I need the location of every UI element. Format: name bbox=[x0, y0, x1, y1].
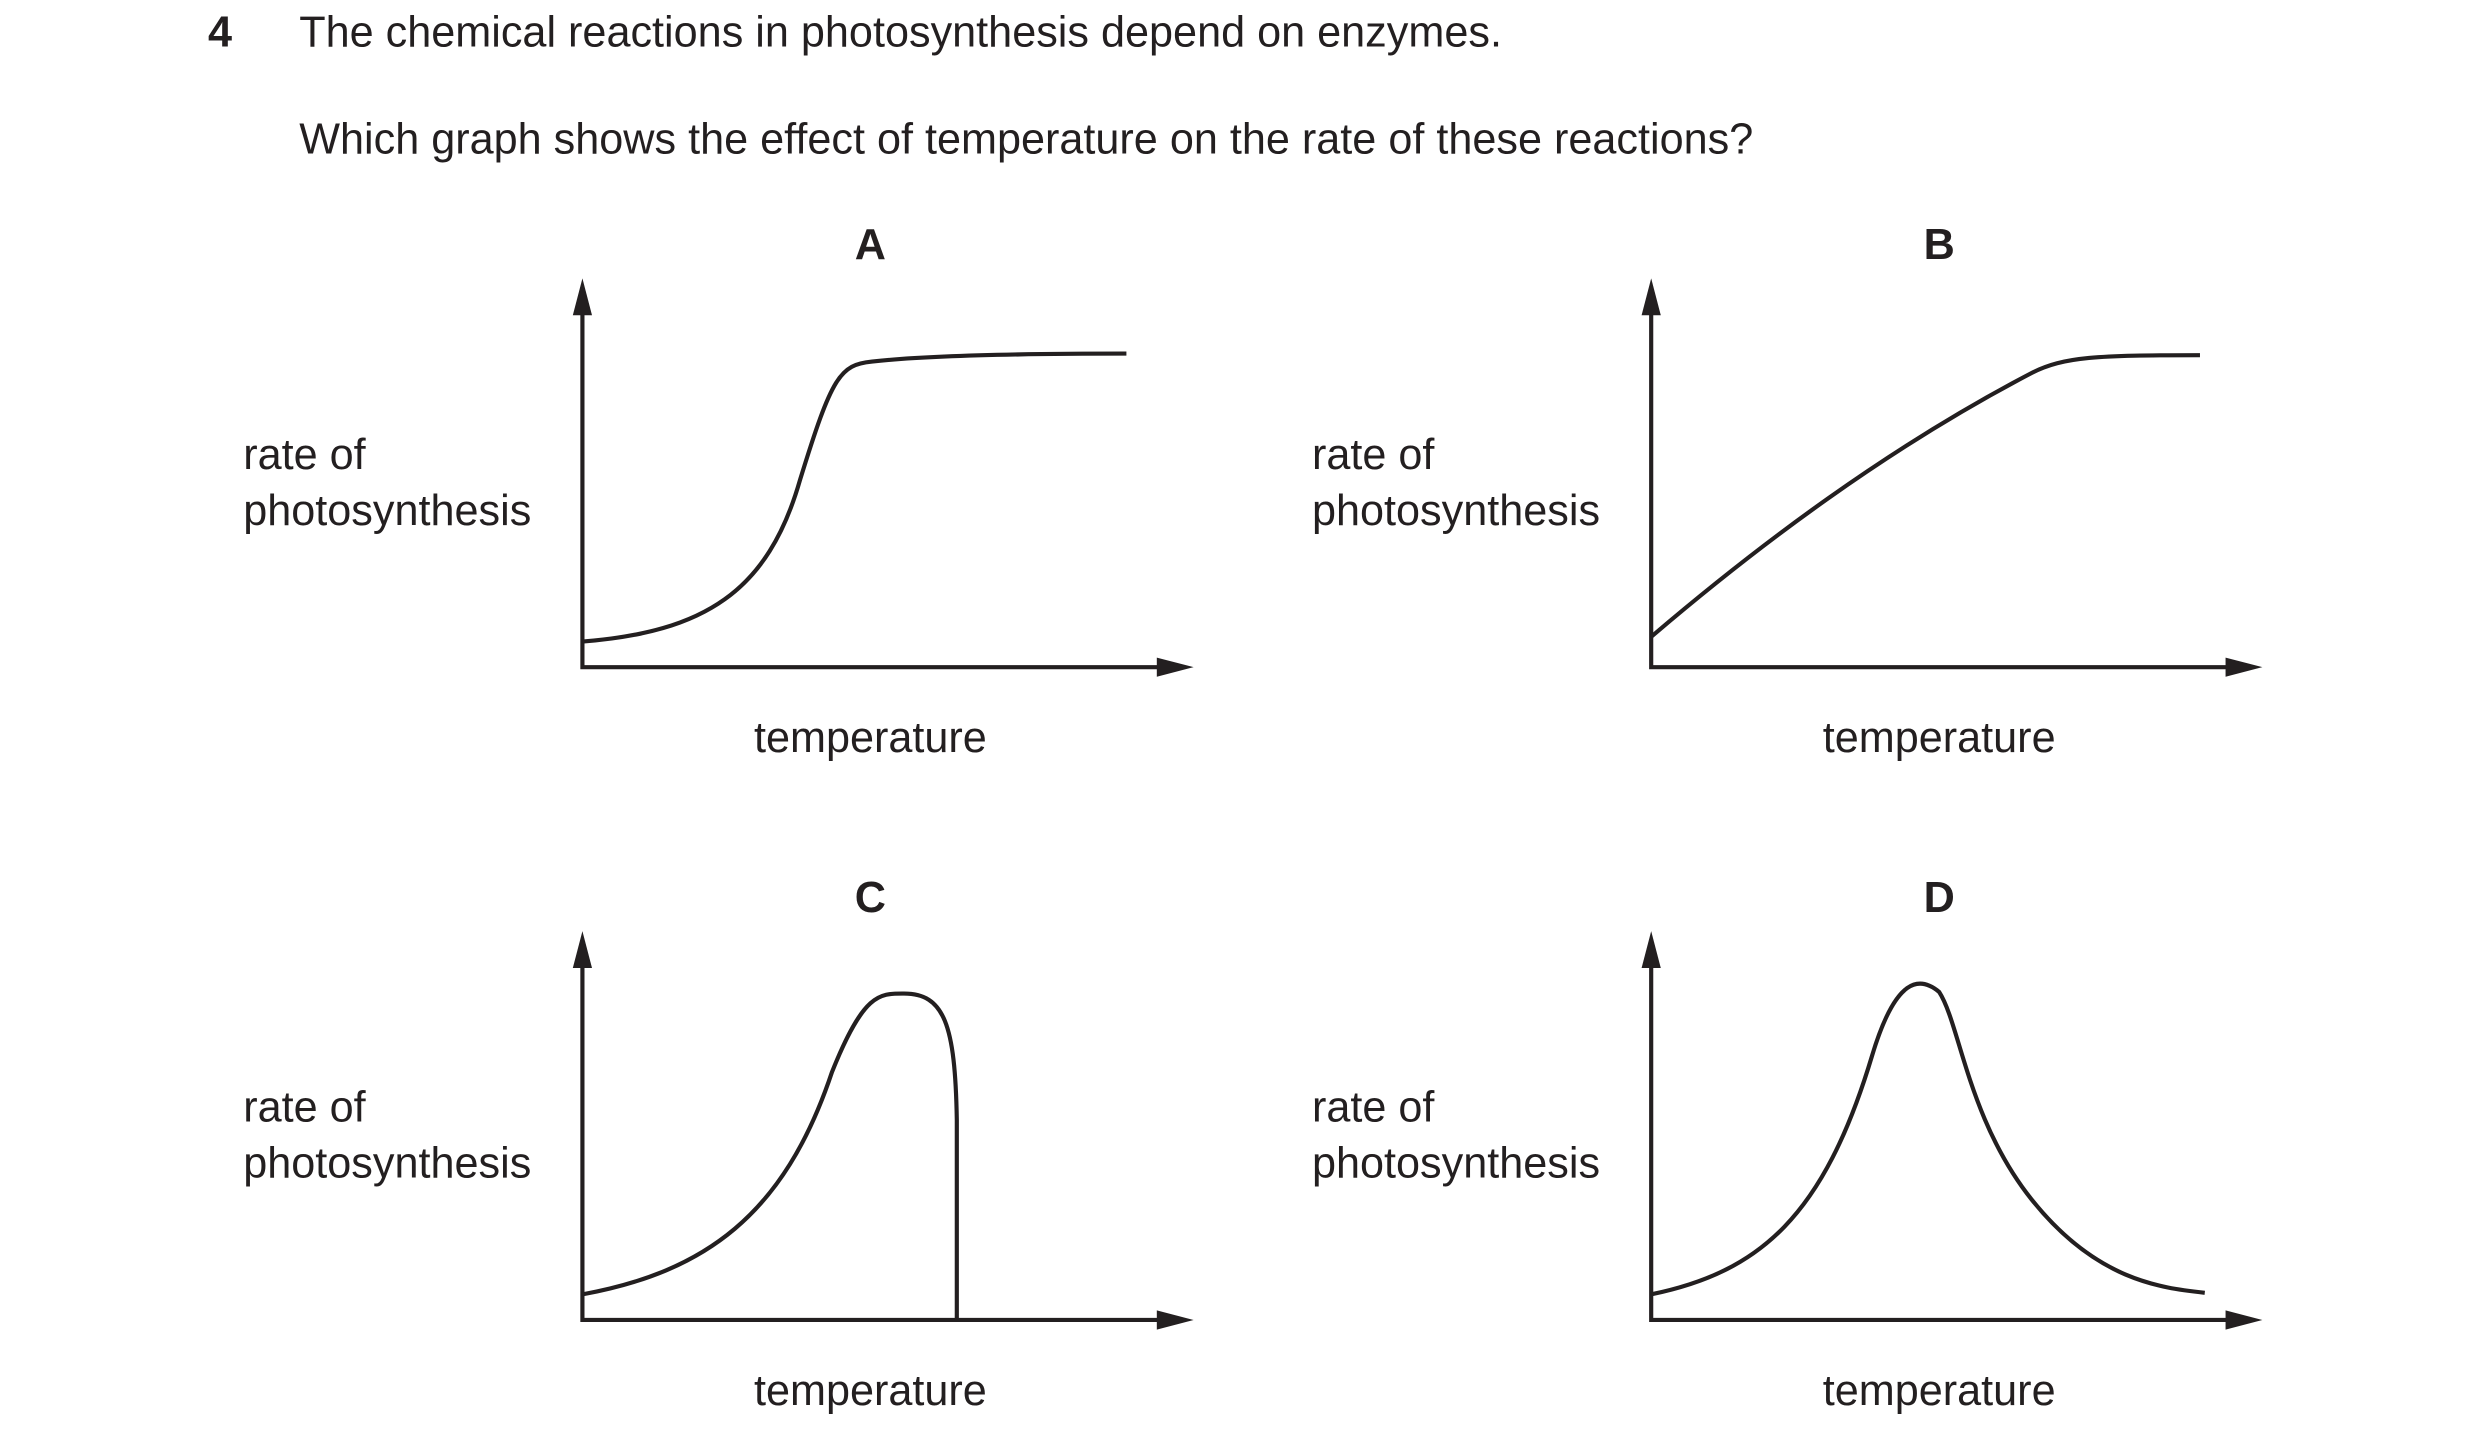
x-axis-label: temperature bbox=[1823, 714, 2056, 762]
option-c bbox=[573, 931, 1194, 1329]
question-stem: The chemical reactions in photosynthesis… bbox=[299, 8, 1502, 56]
y-axis-label: photosynthesis bbox=[243, 487, 531, 535]
axes bbox=[573, 278, 1194, 676]
y-axis-label: photosynthesis bbox=[1312, 1140, 1600, 1188]
y-axis-label: rate of bbox=[1312, 431, 1435, 479]
option-d bbox=[1642, 931, 2263, 1329]
option-letter: B bbox=[1924, 221, 1955, 269]
curve bbox=[582, 991, 959, 1320]
axes bbox=[1642, 931, 2263, 1329]
curve bbox=[582, 351, 1127, 644]
y-axis-label: rate of bbox=[243, 431, 366, 479]
y-axis-label: rate of bbox=[1312, 1084, 1435, 1132]
y-axis-label: rate of bbox=[243, 1084, 366, 1132]
axes bbox=[1642, 278, 2263, 676]
x-axis-label: temperature bbox=[1823, 1367, 2056, 1415]
option-b bbox=[1642, 278, 2263, 676]
option-letter: C bbox=[855, 874, 886, 922]
question-number: 4 bbox=[208, 8, 232, 56]
x-axis-label: temperature bbox=[754, 714, 987, 762]
x-axis-label: temperature bbox=[754, 1367, 987, 1415]
question-prompt: Which graph shows the effect of temperat… bbox=[299, 116, 1753, 164]
curve bbox=[1649, 353, 2200, 639]
option-a bbox=[573, 278, 1194, 676]
option-letter: A bbox=[855, 221, 886, 269]
option-letter: D bbox=[1924, 874, 1955, 922]
y-axis-label: photosynthesis bbox=[1312, 487, 1600, 535]
y-axis-label: photosynthesis bbox=[243, 1140, 531, 1188]
curve bbox=[1650, 981, 2205, 1297]
